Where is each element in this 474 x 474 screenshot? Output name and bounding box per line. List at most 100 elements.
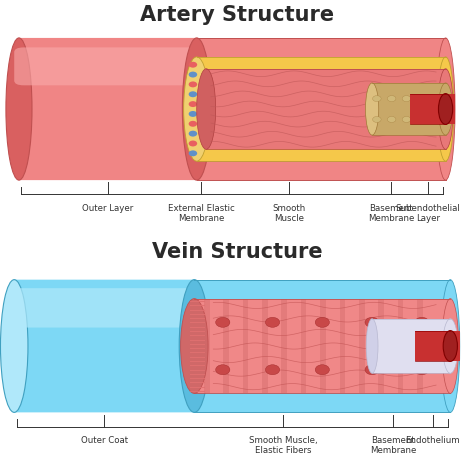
Bar xyxy=(197,57,446,161)
Bar xyxy=(223,299,229,393)
Bar xyxy=(372,83,446,135)
Text: Outer Coat: Outer Coat xyxy=(81,436,128,445)
Bar xyxy=(197,161,446,180)
Text: Basement
Membrane: Basement Membrane xyxy=(370,436,417,456)
Ellipse shape xyxy=(438,94,453,124)
Bar xyxy=(194,299,450,393)
Ellipse shape xyxy=(432,96,440,101)
Text: Vein Structure: Vein Structure xyxy=(152,242,322,262)
Ellipse shape xyxy=(189,140,197,146)
Bar xyxy=(243,299,248,393)
Ellipse shape xyxy=(374,76,384,84)
Ellipse shape xyxy=(216,318,230,327)
Bar xyxy=(417,299,423,393)
Ellipse shape xyxy=(230,134,240,142)
Bar xyxy=(194,393,450,412)
Ellipse shape xyxy=(265,318,280,327)
Ellipse shape xyxy=(189,72,197,78)
Ellipse shape xyxy=(189,91,197,97)
FancyBboxPatch shape xyxy=(9,288,199,328)
Ellipse shape xyxy=(287,134,298,142)
Ellipse shape xyxy=(373,117,381,122)
Ellipse shape xyxy=(438,69,453,149)
Ellipse shape xyxy=(437,57,454,161)
Bar xyxy=(194,280,450,299)
Ellipse shape xyxy=(366,319,378,374)
Ellipse shape xyxy=(443,319,458,374)
Ellipse shape xyxy=(345,76,355,84)
Ellipse shape xyxy=(387,117,396,122)
Ellipse shape xyxy=(189,150,197,156)
Ellipse shape xyxy=(197,69,216,149)
Ellipse shape xyxy=(402,96,410,101)
Text: Smooth
Muscle: Smooth Muscle xyxy=(273,204,306,223)
Ellipse shape xyxy=(436,38,455,180)
Bar xyxy=(410,94,455,125)
Text: Smooth Muscle,
Elastic Fibers: Smooth Muscle, Elastic Fibers xyxy=(249,436,318,456)
Ellipse shape xyxy=(189,101,197,107)
Ellipse shape xyxy=(183,57,210,161)
Bar xyxy=(398,299,403,393)
Ellipse shape xyxy=(189,131,197,137)
Ellipse shape xyxy=(432,117,440,122)
Ellipse shape xyxy=(230,76,240,84)
FancyBboxPatch shape xyxy=(14,47,201,85)
Ellipse shape xyxy=(373,96,381,101)
Ellipse shape xyxy=(182,38,211,180)
Ellipse shape xyxy=(230,105,240,113)
Ellipse shape xyxy=(402,76,412,84)
Ellipse shape xyxy=(365,365,379,374)
Ellipse shape xyxy=(402,134,412,142)
Bar xyxy=(197,38,446,57)
Text: Artery Structure: Artery Structure xyxy=(140,5,334,25)
Ellipse shape xyxy=(402,117,410,122)
Ellipse shape xyxy=(415,318,429,327)
Ellipse shape xyxy=(201,134,211,142)
Ellipse shape xyxy=(189,121,197,127)
Ellipse shape xyxy=(216,365,230,374)
Bar xyxy=(359,299,365,393)
Ellipse shape xyxy=(0,280,28,412)
Ellipse shape xyxy=(201,105,211,113)
Ellipse shape xyxy=(374,105,384,113)
Ellipse shape xyxy=(6,38,32,180)
Ellipse shape xyxy=(443,331,457,361)
Ellipse shape xyxy=(316,76,326,84)
Bar xyxy=(262,299,268,393)
Text: External Elastic
Membrane: External Elastic Membrane xyxy=(168,204,235,223)
Ellipse shape xyxy=(258,76,269,84)
Bar xyxy=(301,299,307,393)
Text: Basement
Membrane: Basement Membrane xyxy=(368,204,414,223)
Text: Subendothelial
Layer: Subendothelial Layer xyxy=(395,204,460,223)
Ellipse shape xyxy=(441,280,460,412)
Ellipse shape xyxy=(316,105,326,113)
Ellipse shape xyxy=(258,105,269,113)
Bar xyxy=(206,69,446,149)
Ellipse shape xyxy=(287,105,298,113)
Bar xyxy=(204,299,210,393)
Ellipse shape xyxy=(438,83,453,135)
Ellipse shape xyxy=(365,83,379,135)
Ellipse shape xyxy=(417,117,426,122)
Ellipse shape xyxy=(258,134,269,142)
Bar xyxy=(372,319,450,374)
Ellipse shape xyxy=(265,365,280,374)
Ellipse shape xyxy=(189,62,197,68)
Ellipse shape xyxy=(189,82,197,87)
Ellipse shape xyxy=(365,318,379,327)
Ellipse shape xyxy=(179,280,210,412)
Ellipse shape xyxy=(316,134,326,142)
Ellipse shape xyxy=(415,365,429,374)
Ellipse shape xyxy=(189,111,197,117)
Ellipse shape xyxy=(387,96,396,101)
Ellipse shape xyxy=(345,105,355,113)
FancyBboxPatch shape xyxy=(14,280,194,412)
Ellipse shape xyxy=(287,76,298,84)
FancyBboxPatch shape xyxy=(19,38,197,180)
Ellipse shape xyxy=(181,299,208,393)
Ellipse shape xyxy=(442,299,458,393)
Bar xyxy=(378,299,384,393)
Ellipse shape xyxy=(402,105,412,113)
Bar xyxy=(415,331,460,361)
Bar xyxy=(320,299,326,393)
